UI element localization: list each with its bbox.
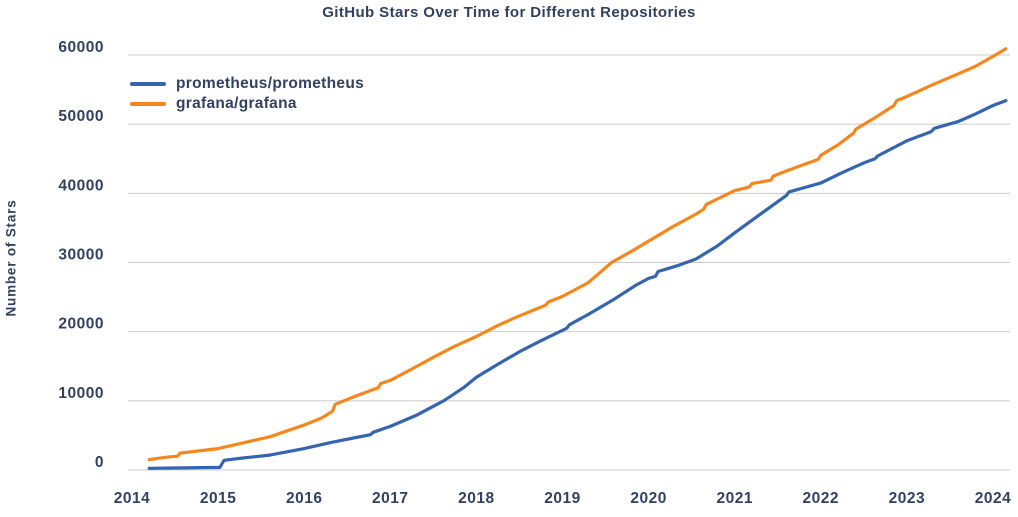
legend-item-grafana: grafana/grafana bbox=[130, 94, 364, 114]
x-tick-label: 2020 bbox=[630, 490, 666, 507]
y-tick-label: 0 bbox=[95, 454, 104, 471]
y-tick-label: 20000 bbox=[58, 316, 104, 333]
x-tick-label: 2016 bbox=[286, 490, 322, 507]
x-tick-label: 2023 bbox=[889, 490, 925, 507]
y-tick-label: 30000 bbox=[58, 247, 104, 264]
legend-line-swatch-prometheus bbox=[130, 82, 166, 86]
legend-label-grafana: grafana/grafana bbox=[176, 95, 297, 112]
x-tick-label: 2018 bbox=[458, 490, 494, 507]
y-tick-label: 50000 bbox=[58, 108, 104, 125]
chart-title: GitHub Stars Over Time for Different Rep… bbox=[322, 4, 696, 21]
x-tick-label: 2017 bbox=[372, 490, 408, 507]
x-tick-label: 2014 bbox=[114, 490, 150, 507]
x-tick-label: 2015 bbox=[200, 490, 236, 507]
legend-line-swatch-grafana bbox=[130, 102, 166, 106]
legend: prometheus/prometheus grafana/grafana bbox=[130, 74, 364, 114]
legend-label-prometheus: prometheus/prometheus bbox=[176, 75, 365, 92]
y-tick-label: 10000 bbox=[58, 385, 104, 402]
legend-item-prometheus: prometheus/prometheus bbox=[130, 74, 364, 94]
x-tick-label: 2022 bbox=[803, 490, 839, 507]
x-tick-label: 2019 bbox=[544, 490, 580, 507]
y-tick-label: 60000 bbox=[58, 39, 104, 56]
series-line-grafana bbox=[147, 47, 1008, 462]
series-line-prometheus bbox=[147, 98, 1008, 470]
y-tick-label: 40000 bbox=[58, 177, 104, 194]
x-tick-label: 2021 bbox=[716, 490, 752, 507]
x-tick-label: 2024 bbox=[975, 490, 1011, 507]
